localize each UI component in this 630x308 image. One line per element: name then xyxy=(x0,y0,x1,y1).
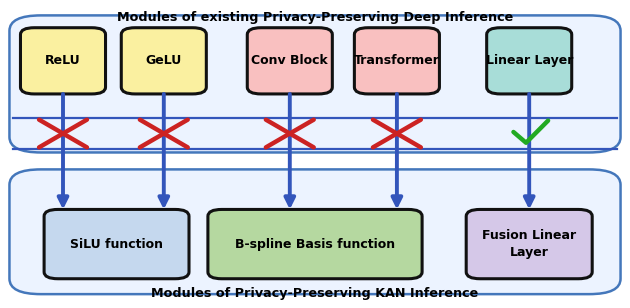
FancyBboxPatch shape xyxy=(486,28,572,94)
FancyBboxPatch shape xyxy=(354,28,440,94)
FancyBboxPatch shape xyxy=(20,28,106,94)
Text: Modules of existing Privacy-Preserving Deep Inference: Modules of existing Privacy-Preserving D… xyxy=(117,11,513,24)
FancyBboxPatch shape xyxy=(44,209,189,279)
Text: SiLU function: SiLU function xyxy=(70,237,163,251)
Text: B-spline Basis function: B-spline Basis function xyxy=(235,237,395,251)
Text: Transformer: Transformer xyxy=(354,54,440,67)
FancyBboxPatch shape xyxy=(121,28,207,94)
Text: Linear Layer: Linear Layer xyxy=(486,54,573,67)
Text: Conv Block: Conv Block xyxy=(251,54,328,67)
FancyBboxPatch shape xyxy=(247,28,333,94)
Text: Modules of Privacy-Preserving KAN Inference: Modules of Privacy-Preserving KAN Infere… xyxy=(151,287,479,300)
FancyBboxPatch shape xyxy=(9,169,621,294)
Text: Fusion Linear
Layer: Fusion Linear Layer xyxy=(482,229,576,259)
FancyBboxPatch shape xyxy=(9,15,621,152)
FancyBboxPatch shape xyxy=(466,209,592,279)
FancyBboxPatch shape xyxy=(208,209,422,279)
Text: GeLU: GeLU xyxy=(146,54,182,67)
Text: ReLU: ReLU xyxy=(45,54,81,67)
